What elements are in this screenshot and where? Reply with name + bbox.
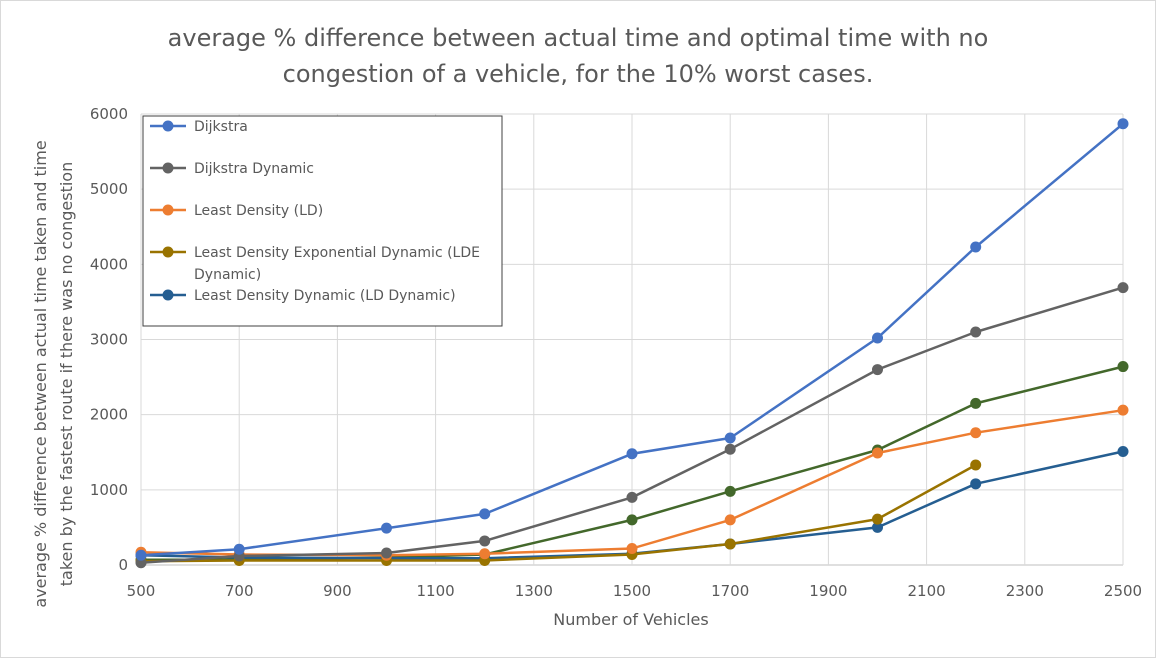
y-tick-label: 4000 — [90, 255, 128, 273]
legend-box — [142, 115, 503, 327]
data-point — [724, 538, 736, 550]
data-point — [135, 549, 147, 561]
chart-title-line-2: congestion of a vehicle, for the 10% wor… — [283, 60, 874, 88]
data-point — [724, 432, 736, 444]
legend-label: Least Density Exponential Dynamic (LDE — [194, 245, 480, 261]
legend-label: Dijkstra — [194, 119, 248, 135]
legend-swatch-marker — [162, 120, 174, 132]
data-point — [1117, 118, 1129, 130]
x-tick-label: 1700 — [711, 582, 749, 600]
data-point — [135, 557, 147, 569]
data-point — [970, 459, 982, 471]
data-point — [479, 508, 491, 520]
legend-swatch-marker — [162, 246, 174, 258]
data-point — [724, 485, 736, 497]
x-tick-label: 1100 — [417, 582, 455, 600]
data-point — [872, 332, 883, 344]
data-point — [626, 542, 638, 554]
legend: Dijkstra Dijkstra Dynamic Least Density (L… — [142, 115, 503, 327]
data-point — [381, 547, 392, 559]
x-tick-label: 500 — [127, 582, 156, 600]
data-point — [872, 521, 883, 533]
y-tick-label: 0 — [118, 556, 128, 574]
data-point — [626, 491, 638, 503]
series-lines — [135, 118, 1129, 569]
data-point — [626, 448, 638, 460]
data-point — [1117, 361, 1129, 373]
data-point — [872, 447, 883, 459]
legend-item: Dijkstra Dynamic — [150, 161, 314, 177]
x-axis-label: Number of Vehicles — [553, 610, 708, 629]
data-point — [1117, 445, 1129, 457]
y-tick-label: 1000 — [90, 481, 128, 499]
y-axis-label-line-1: average % difference between actual time… — [31, 140, 50, 607]
data-point — [1117, 282, 1129, 294]
series-line — [140, 463, 977, 563]
data-point — [479, 535, 491, 547]
legend-swatch-marker — [162, 204, 174, 216]
data-point — [233, 543, 245, 555]
data-point — [872, 513, 883, 525]
data-point — [872, 364, 883, 376]
legend-item: Least Density Exponential Dynamic (LDE Dy… — [150, 245, 480, 283]
x-tick-label: 700 — [225, 582, 254, 600]
legend-label: Dynamic) — [194, 267, 261, 283]
data-point — [970, 478, 982, 490]
y-tick-label: 5000 — [90, 180, 128, 198]
x-tick-label: 2300 — [1006, 582, 1044, 600]
x-tick-label: 2100 — [908, 582, 946, 600]
legend-label: Least Density (LD) — [194, 203, 323, 219]
series-2 — [135, 282, 1129, 569]
data-point — [970, 397, 982, 409]
data-point — [970, 427, 982, 439]
series-1 — [135, 118, 1129, 561]
x-tick-label: 900 — [323, 582, 352, 600]
data-point — [724, 514, 736, 526]
y-tick-label: 6000 — [90, 105, 128, 123]
data-point — [626, 514, 638, 526]
y-tick-label: 2000 — [90, 406, 128, 424]
data-point — [479, 548, 491, 560]
data-point — [970, 241, 982, 253]
data-point — [381, 522, 392, 534]
y-tick-label: 3000 — [90, 331, 128, 349]
y-axis-label-line-2: taken by the fastest route if there was … — [57, 162, 76, 586]
x-tick-label: 2500 — [1104, 582, 1142, 600]
x-tick-label: 1900 — [809, 582, 847, 600]
legend-item: Least Density Dynamic (LD Dynamic) — [150, 288, 456, 304]
chart-title-line-1: average % difference between actual time… — [168, 24, 989, 52]
x-tick-label: 1500 — [613, 582, 651, 600]
x-tick-label: 1300 — [515, 582, 553, 600]
legend-label: Dijkstra Dynamic — [194, 161, 314, 177]
legend-swatch-marker — [162, 162, 174, 174]
legend-swatch-marker — [162, 289, 174, 301]
data-point — [970, 326, 982, 338]
legend-item: Least Density (LD) — [150, 203, 323, 219]
tick-labels: 0 1000 2000 3000 4000 5000 6000 500 700 900 1100 13… — [90, 105, 1142, 600]
legend-label: Least Density Dynamic (LD Dynamic) — [194, 288, 456, 304]
data-point — [1117, 404, 1129, 416]
legend-item: Dijkstra — [150, 119, 248, 135]
data-point — [724, 443, 736, 455]
